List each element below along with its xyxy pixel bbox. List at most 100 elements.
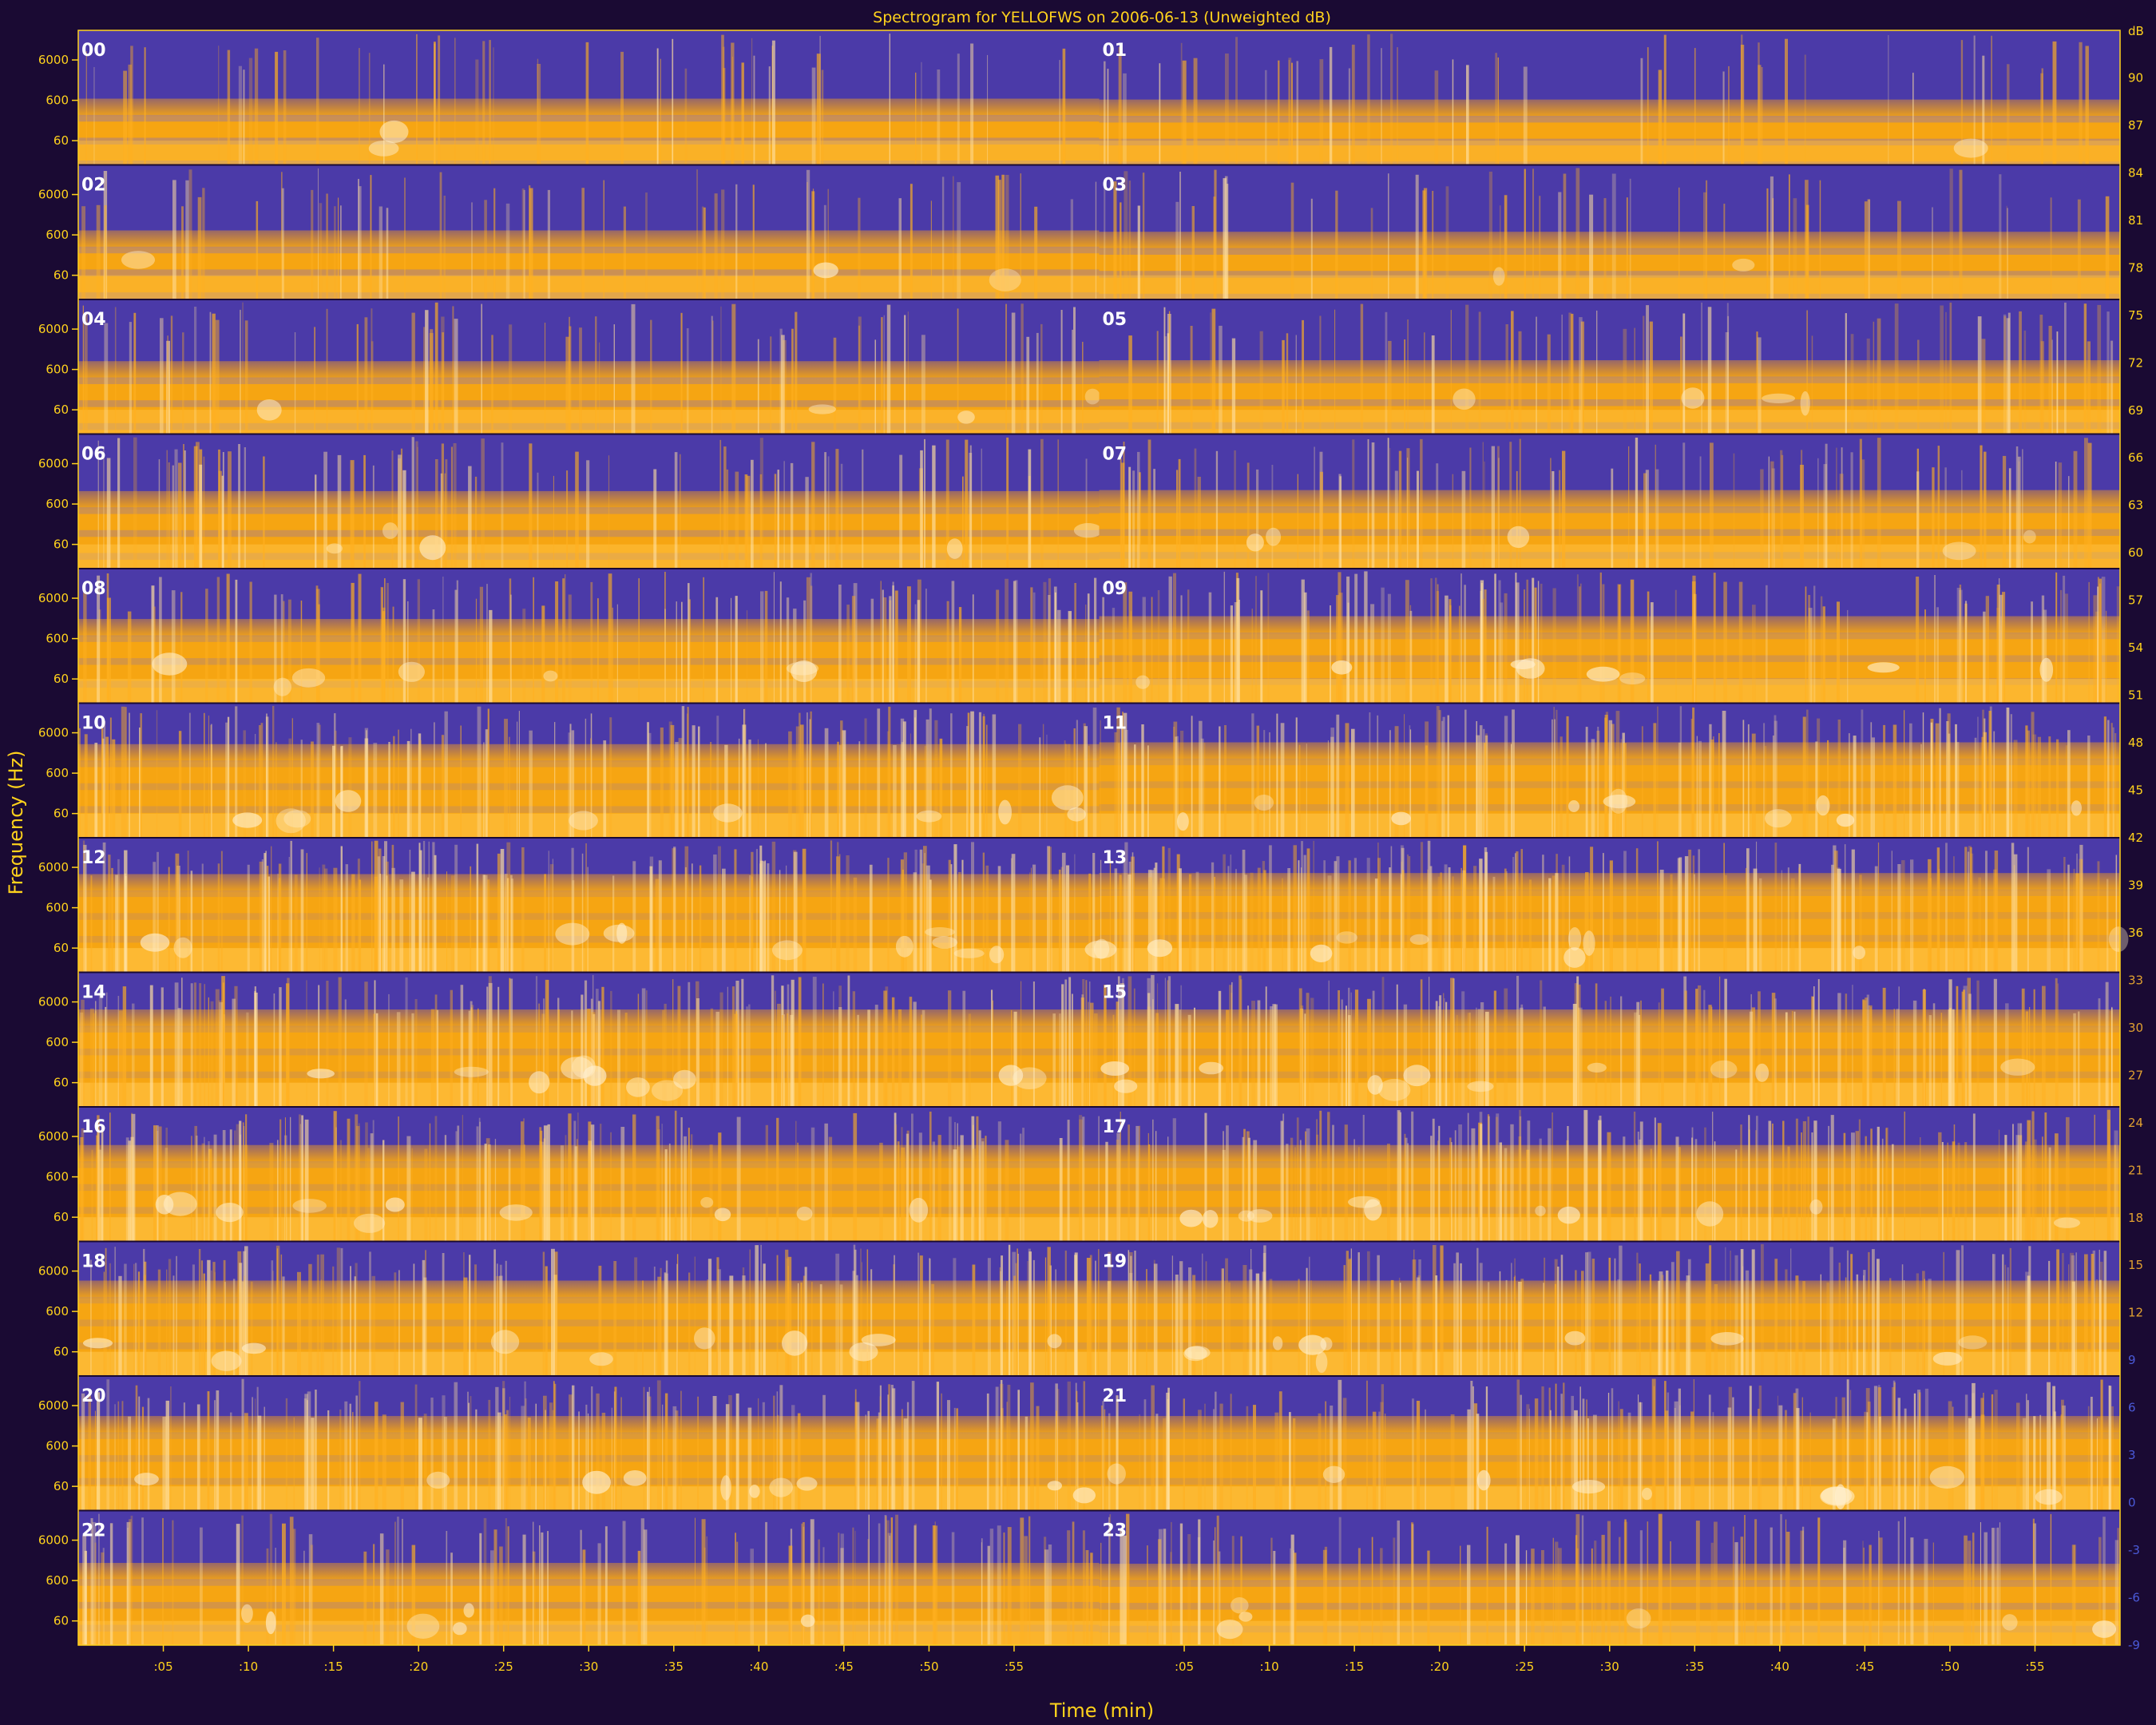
y-tick-label: 60 [54,402,69,417]
x-tick-label: :10 [239,1660,258,1674]
y-tick-label: 60 [54,1614,69,1628]
y-tick-label: 60 [54,941,69,955]
x-tick-label: :40 [1770,1660,1789,1674]
hour-panel-11: 11 [1099,703,2120,838]
colorbar-tick-label: 66 [2128,450,2143,465]
y-tick-label: 60 [54,1076,69,1090]
y-tick-label: 600 [46,901,69,915]
x-tick-label: :45 [834,1660,854,1674]
colorbar-tick-label: 75 [2128,308,2143,323]
hour-label-01: 01 [1103,41,1128,61]
y-tick-label: 6000 [38,188,69,202]
y-tick-label: 600 [46,228,69,242]
colorbar-tick-label: 45 [2128,783,2143,798]
y-tick-label: 60 [54,672,69,686]
chart-title: Spectrogram for YELLOFWS on 2006-06-13 (… [873,9,1331,26]
colorbar-tick-label: 90 [2128,70,2143,85]
y-tick-label: 600 [46,93,69,108]
colorbar-tick-label: 81 [2128,213,2143,228]
colorbar-tick-label: 24 [2128,1116,2143,1130]
hour-panel-14: 14 [78,972,1100,1107]
colorbar-unit: dB [2128,24,2144,38]
hour-label-22: 22 [81,1521,106,1541]
x-tick-label: :20 [409,1660,428,1674]
hour-panel-22: 22 [78,1510,1100,1645]
y-tick-label: 6000 [38,726,69,740]
y-tick-label: 600 [46,363,69,377]
colorbar-axis: dB90878481787572696663605754514845423936… [2128,24,2144,1652]
x-tick-label: :05 [1175,1660,1194,1674]
hour-label-21: 21 [1103,1386,1128,1406]
x-tick-label: :50 [919,1660,938,1674]
hour-panel-16: 16 [78,1107,1101,1242]
colorbar-tick-label: 51 [2128,688,2143,703]
colorbar-tick-label: 15 [2128,1258,2143,1272]
hour-panel-03: 03 [1099,165,2120,301]
x-tick-label: :25 [1515,1660,1534,1674]
colorbar-tick-label: 84 [2128,165,2143,180]
y-tick-label: 600 [46,1170,69,1184]
hour-panel-08: 08 [78,569,1104,704]
hour-label-19: 19 [1103,1252,1128,1272]
time-axis: :05:10:15:20:25:30:35:40:45:50:55:05:10:… [153,1645,2045,1674]
x-tick-label: :20 [1430,1660,1449,1674]
colorbar-tick-label: 57 [2128,593,2143,608]
y-tick-label: 6000 [38,53,69,67]
x-tick-label: :15 [1345,1660,1364,1674]
colorbar-tick-label: 18 [2128,1211,2143,1225]
hour-panel-01: 01 [1099,30,2120,169]
hour-panel-21: 21 [1099,1376,2121,1511]
x-tick-label: :35 [1685,1660,1704,1674]
y-tick-label: 60 [54,133,69,148]
colorbar-tick-label: 6 [2128,1401,2136,1415]
y-tick-label: 600 [46,1304,69,1319]
hour-panel-23: 23 [1099,1510,2120,1645]
y-tick-label: 60 [54,537,69,552]
y-tick-label: 600 [46,766,69,780]
hour-label-18: 18 [81,1252,106,1272]
hour-label-10: 10 [81,714,106,734]
colorbar-tick-label: 9 [2128,1353,2136,1367]
colorbar-tick-label: 72 [2128,355,2143,370]
x-tick-label: :55 [1005,1660,1024,1674]
colorbar-tick-label: 0 [2128,1496,2136,1510]
x-tick-label: :30 [579,1660,598,1674]
hour-label-02: 02 [81,176,106,196]
y-tick-label: 600 [46,1439,69,1453]
hour-label-12: 12 [81,848,106,868]
colorbar-tick-label: 3 [2128,1448,2136,1462]
hour-label-05: 05 [1103,310,1128,330]
x-tick-label: :55 [2025,1660,2044,1674]
hour-label-04: 04 [81,310,106,330]
y-tick-label: 6000 [38,995,69,1009]
hour-label-13: 13 [1103,848,1128,868]
y-tick-label: 6000 [38,322,69,336]
hour-label-07: 07 [1103,445,1128,465]
hour-panel-13: 13 [1084,838,2129,973]
y-tick-label: 60 [54,268,69,283]
colorbar-tick-label: 36 [2128,926,2143,940]
hour-label-20: 20 [81,1386,106,1406]
y-tick-label: 6000 [38,860,69,874]
x-tick-label: :05 [153,1660,172,1674]
hour-label-06: 06 [81,445,106,465]
colorbar-tick-label: 69 [2128,403,2143,418]
hour-panel-19: 19 [1099,1241,2120,1376]
y-tick-label: 6000 [38,1398,69,1413]
hour-label-23: 23 [1103,1521,1128,1541]
y-tick-label: 60 [54,807,69,821]
hour-label-11: 11 [1103,714,1128,734]
hour-panel-15: 15 [1099,972,2120,1107]
colorbar-tick-label: 39 [2128,878,2143,892]
hour-panel-09: 09 [1099,569,2120,704]
hour-label-09: 09 [1103,579,1128,599]
y-tick-label: 6000 [38,1129,69,1144]
y-tick-label: 60 [54,1345,69,1359]
hour-panel-02: 02 [78,165,1100,299]
hour-label-14: 14 [81,983,106,1003]
hour-label-15: 15 [1103,983,1128,1003]
x-tick-label: :25 [494,1660,513,1674]
hour-label-03: 03 [1103,176,1128,196]
